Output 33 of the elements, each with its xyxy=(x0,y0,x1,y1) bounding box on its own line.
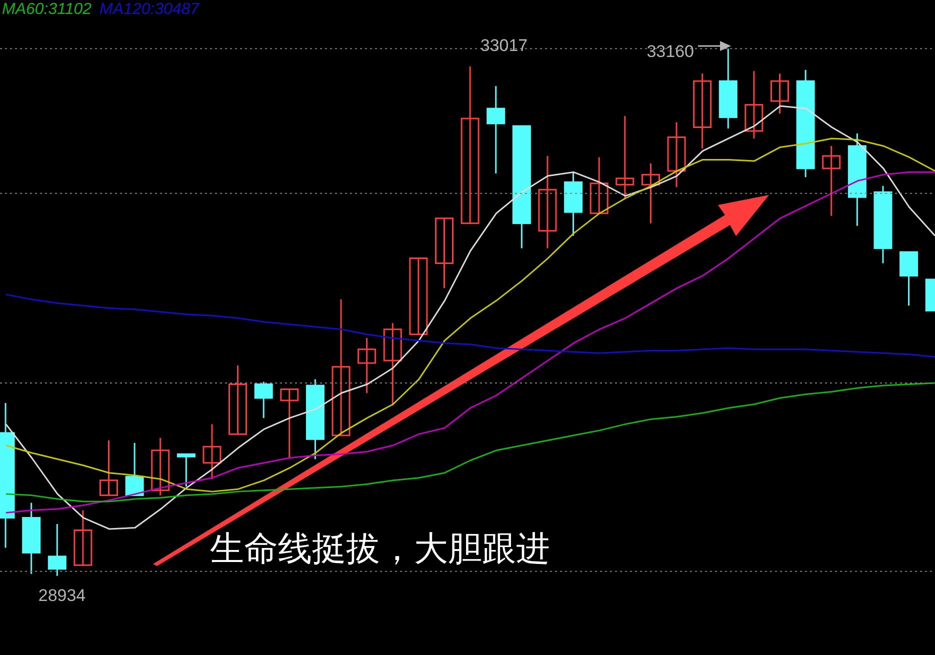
candlestick xyxy=(280,388,299,459)
annotation: 28934 xyxy=(38,586,86,605)
candlestick xyxy=(409,258,428,336)
candlestick xyxy=(176,453,196,488)
annotation: 33017 xyxy=(480,36,528,55)
candlestick xyxy=(460,66,480,224)
text: MA60:31102 xyxy=(2,1,92,19)
candlestick xyxy=(228,364,248,435)
text: MA120:30487 xyxy=(100,1,200,19)
candlestick xyxy=(151,437,170,496)
candlestick xyxy=(641,162,660,224)
annotation: 33160 xyxy=(646,42,694,61)
candlestick xyxy=(125,442,144,496)
candlestick xyxy=(770,72,789,114)
candlestick xyxy=(590,156,608,214)
candlestick xyxy=(202,423,222,480)
candlestick xyxy=(667,122,686,188)
candlestick xyxy=(435,218,454,289)
candlestick xyxy=(254,381,273,419)
candlestick xyxy=(616,115,634,200)
candlestick xyxy=(358,337,376,394)
candlestick xyxy=(48,523,66,577)
candlestick xyxy=(332,298,350,436)
candlestick xyxy=(74,510,92,566)
candlestick xyxy=(538,155,557,250)
candlestick xyxy=(822,145,841,217)
candlestick xyxy=(744,70,764,140)
candlestick xyxy=(383,322,402,406)
candlestick xyxy=(900,251,918,306)
candlestick xyxy=(693,72,712,150)
candlestick xyxy=(100,440,118,496)
candlestick xyxy=(486,85,506,174)
annotation: 生命线挺拔，大胆跟进 xyxy=(210,528,550,571)
